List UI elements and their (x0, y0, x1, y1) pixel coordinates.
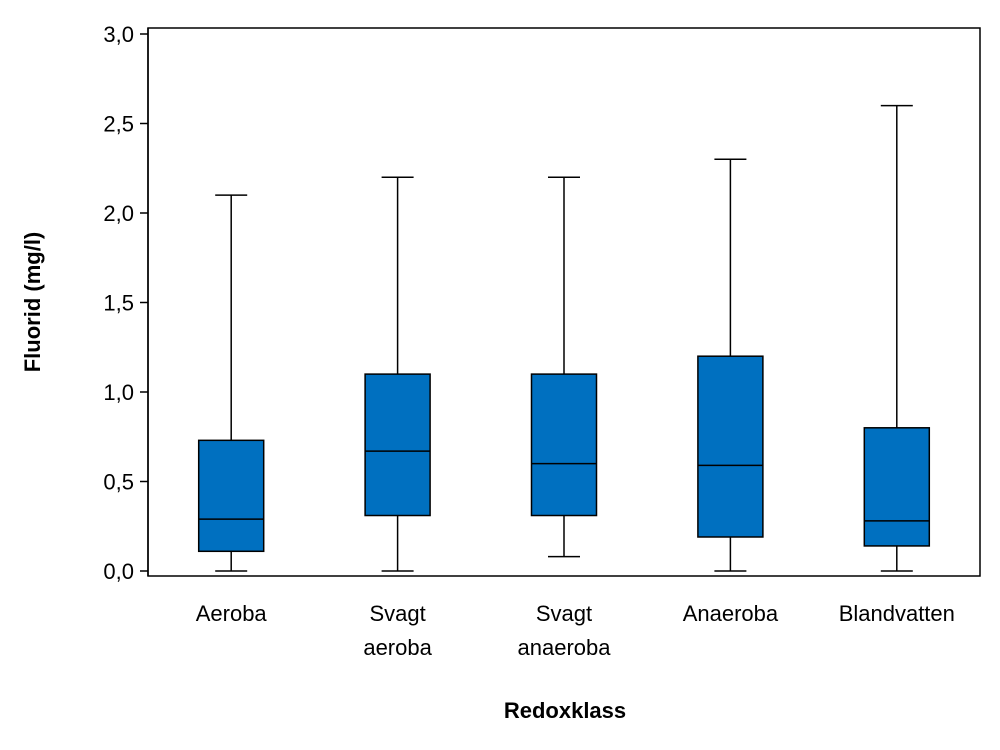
x-category-label: Svagt aeroba (363, 601, 432, 660)
iqr-box (197, 439, 265, 553)
y-tick-label: 2,5 (103, 112, 134, 137)
x-category-label-line: aeroba (363, 635, 432, 660)
y-tick-label: 0,0 (103, 559, 134, 584)
box-5 (863, 104, 931, 572)
x-category-label-line: Aeroba (196, 601, 268, 626)
boxes-group (197, 104, 931, 572)
box-2 (364, 176, 431, 572)
iqr-box (697, 355, 764, 538)
box-4 (697, 158, 764, 572)
box-3 (530, 176, 598, 558)
x-category-label: Svagt anaeroba (518, 601, 612, 660)
y-tick-label: 1,5 (103, 291, 134, 316)
x-category-label-line: Blandvatten (839, 601, 955, 626)
x-category-label-line: Anaeroba (683, 601, 779, 626)
iqr-box (364, 373, 431, 517)
y-axis-ticks: 0,0 0,5 1,0 1,5 2,0 2,5 3,0 (103, 22, 148, 584)
x-category-label: Blandvatten (839, 601, 955, 626)
y-axis-title: Fluorid (mg/l) (20, 232, 45, 373)
x-category-label-line: anaeroba (518, 635, 612, 660)
iqr-box (863, 427, 931, 547)
y-tick-label: 2,0 (103, 201, 134, 226)
x-category-label-line: Svagt (536, 601, 592, 626)
x-category-label: Anaeroba (683, 601, 779, 626)
x-axis-labels: Aeroba Svagt aeroba Svagt anaeroba Anaeroba Bl… (196, 601, 955, 660)
y-tick-label: 0,5 (103, 470, 134, 495)
iqr-box (530, 373, 598, 517)
y-tick-label: 1,0 (103, 380, 134, 405)
x-category-label: Aeroba (196, 601, 268, 626)
y-tick-label: 3,0 (103, 22, 134, 47)
x-category-label-line: Svagt (369, 601, 425, 626)
x-axis-title: Redoxklass (504, 698, 626, 723)
box-1 (197, 194, 265, 572)
